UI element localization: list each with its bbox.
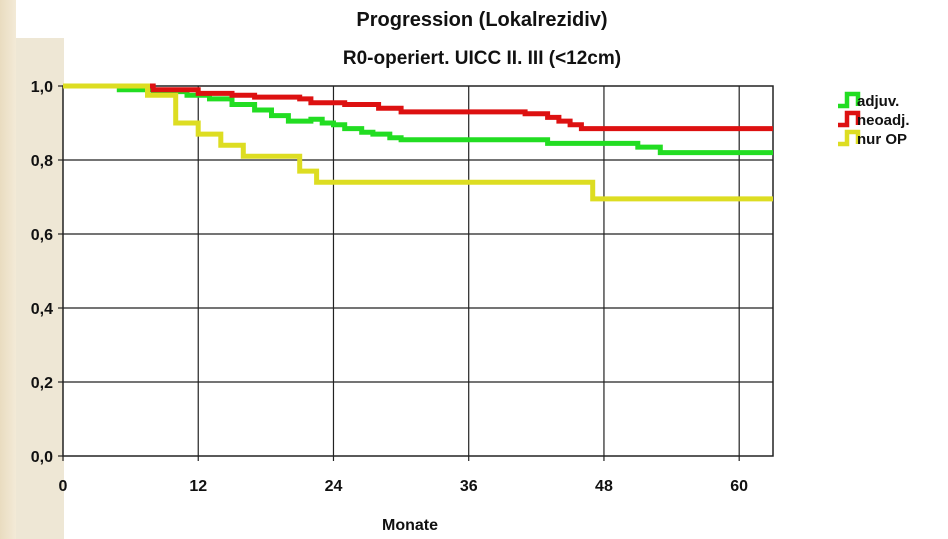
legend: adjuv. neoadj. nur OP (838, 91, 910, 148)
chart-title: Progression (Lokalrezidiv) (356, 9, 607, 31)
y-tick-label-1: 0,2 (31, 375, 53, 392)
x-tick-label-1: 12 (189, 478, 207, 495)
series-layer (63, 83, 773, 202)
series-line-2 (63, 83, 773, 202)
legend-swatch-0 (838, 91, 861, 109)
legend-label-1: neoadj. (857, 112, 910, 129)
legend-label-0: adjuv. (857, 93, 899, 110)
decorative-side-panel (16, 38, 64, 539)
x-axis-ticks: 0 12 24 36 48 60 (59, 456, 748, 495)
x-tick-label-2: 24 (325, 478, 343, 495)
grid-lines (63, 86, 773, 456)
x-tick-label-0: 0 (59, 478, 68, 495)
legend-swatch-1 (838, 110, 861, 128)
y-tick-label-4: 0,8 (31, 153, 53, 170)
y-tick-label-0: 0,0 (31, 449, 53, 466)
y-axis-ticks: 0,0 0,2 0,4 0,6 0,8 1,0 (31, 79, 63, 466)
x-axis-title: Monate (382, 517, 438, 534)
x-tick-label-3: 36 (460, 478, 478, 495)
x-tick-label-5: 60 (730, 478, 748, 495)
x-tick-label-4: 48 (595, 478, 613, 495)
legend-label-2: nur OP (857, 131, 907, 148)
chart-subtitle: R0-operiert. UICC II. III (<12cm) (343, 48, 621, 69)
decorative-side-strip (0, 0, 16, 539)
series-line-1 (63, 83, 773, 132)
y-tick-label-2: 0,4 (31, 301, 53, 318)
y-tick-label-5: 1,0 (31, 79, 53, 96)
y-tick-label-3: 0,6 (31, 227, 53, 244)
legend-swatch-2 (838, 129, 861, 147)
